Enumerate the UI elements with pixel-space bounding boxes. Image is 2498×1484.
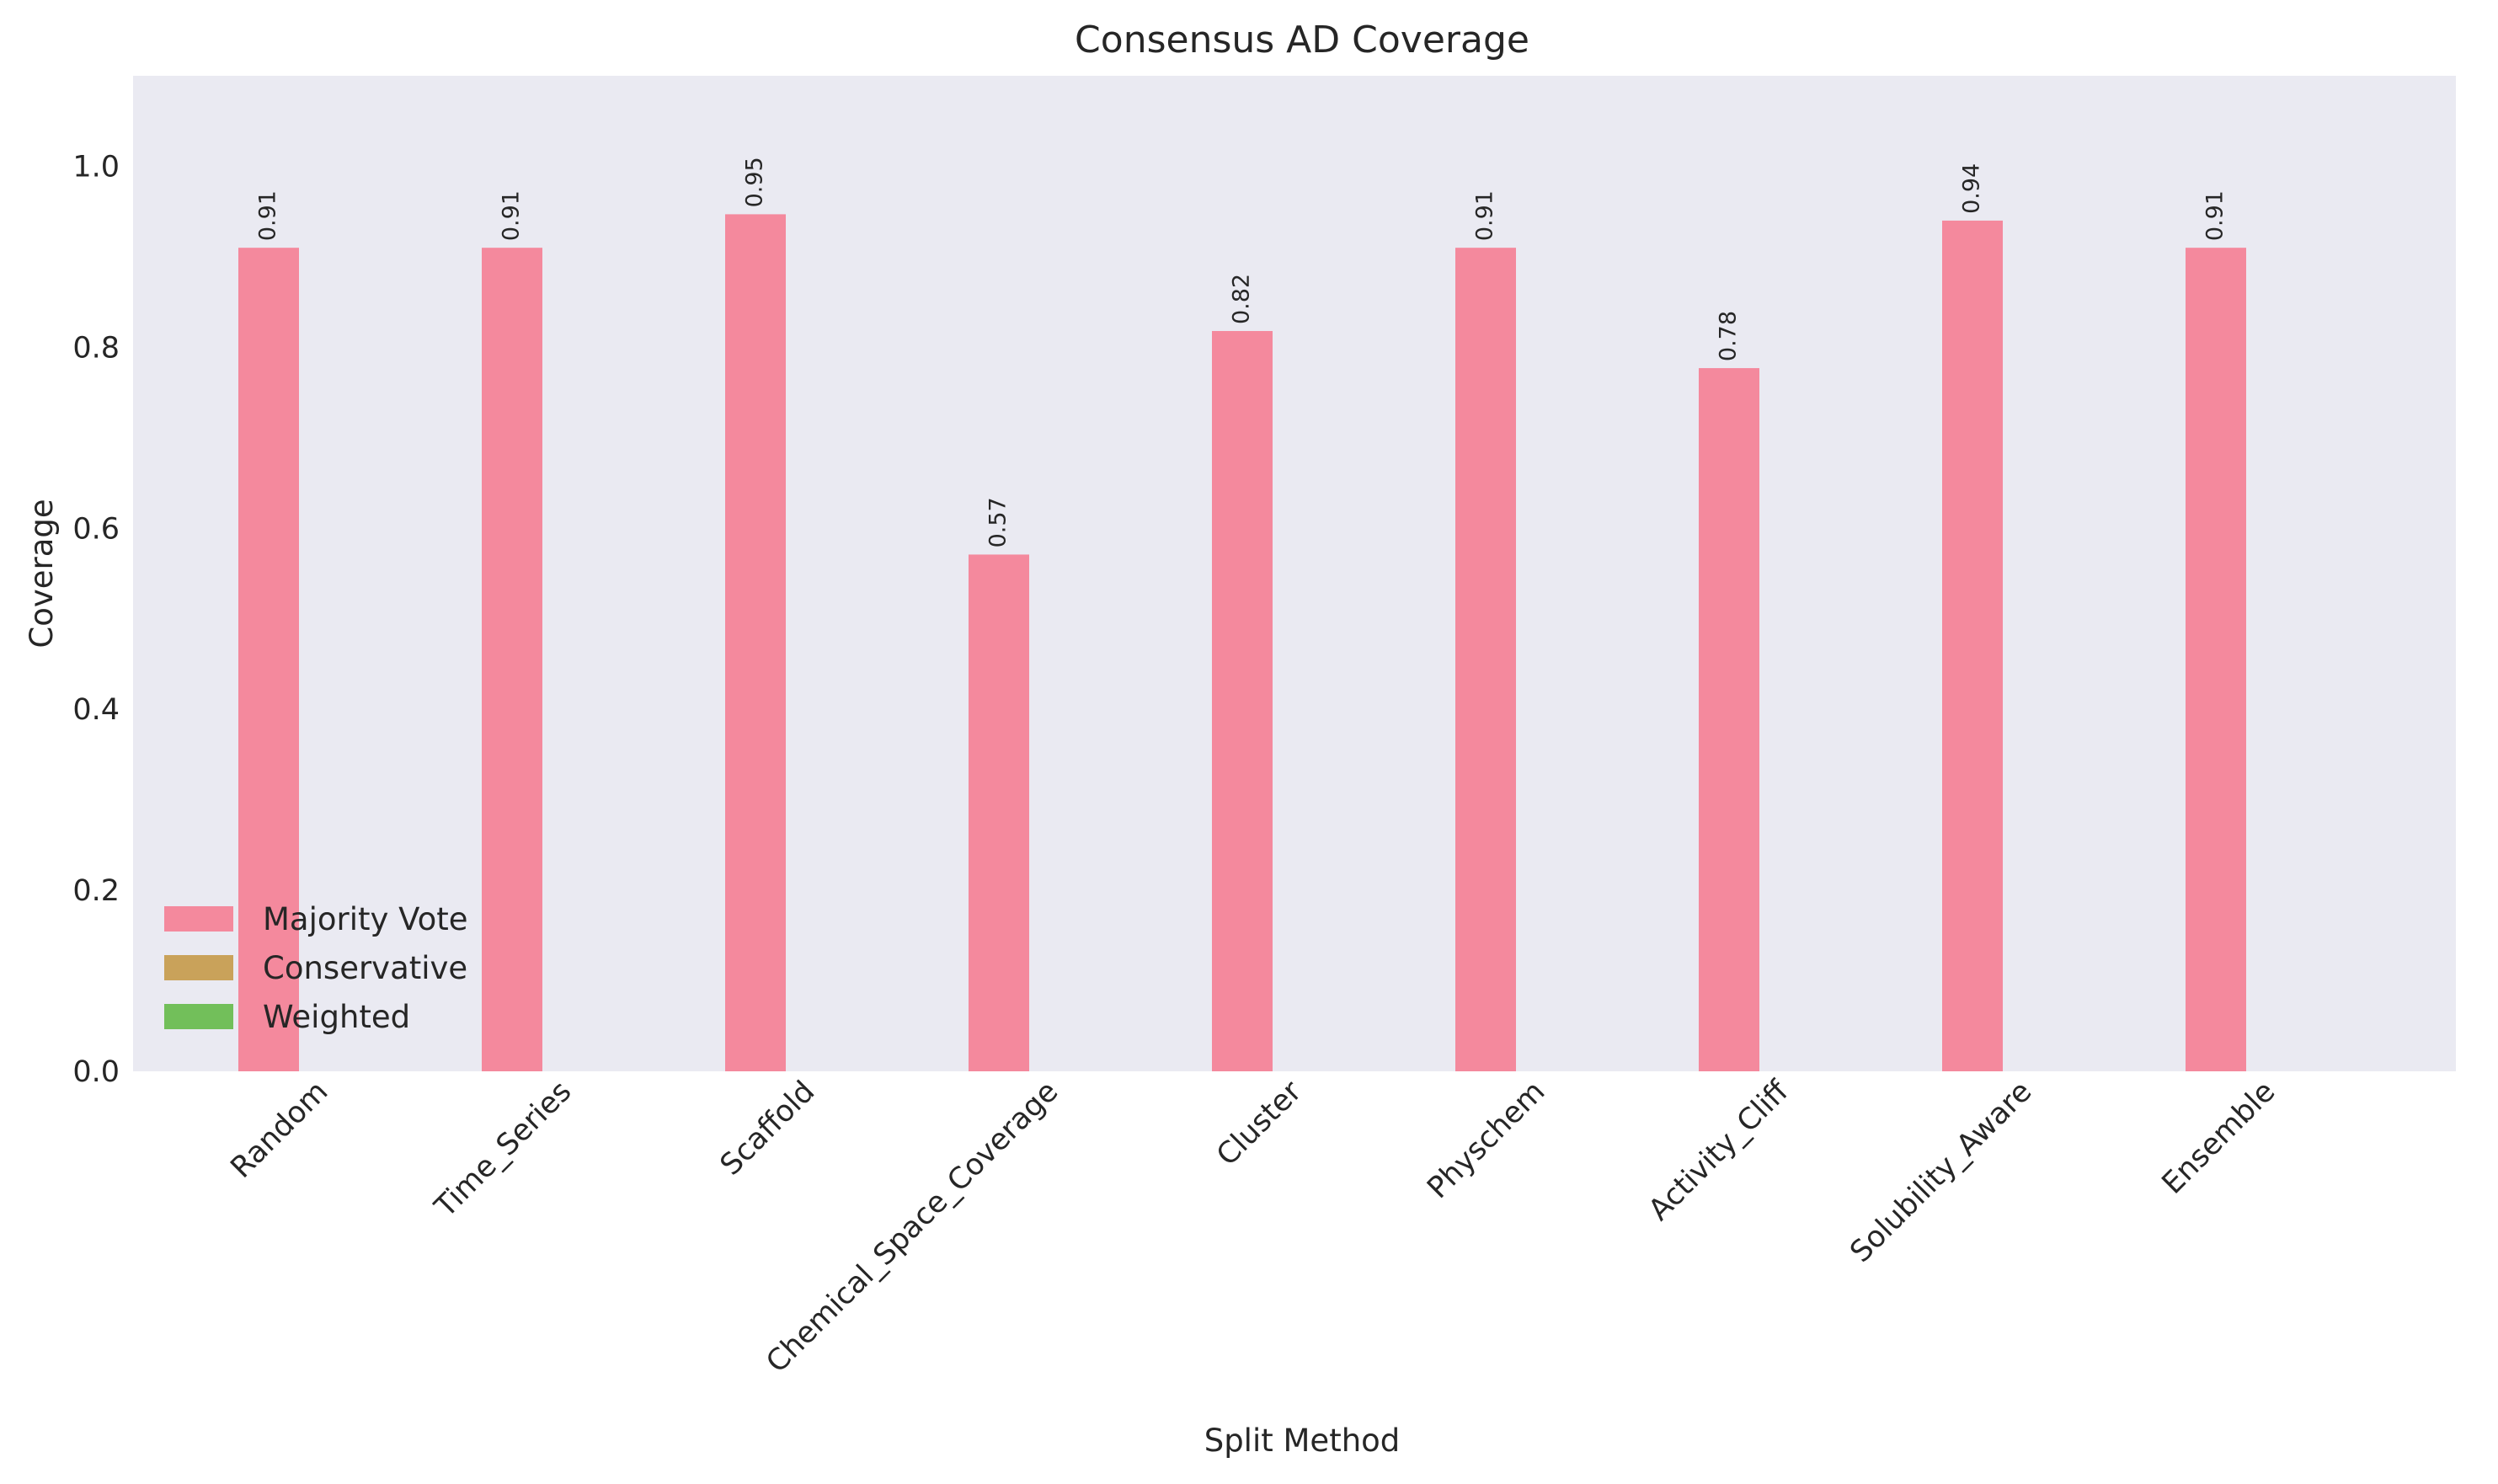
legend-label: Conservative xyxy=(263,950,467,986)
y-tick-label: 0.2 xyxy=(72,874,120,908)
bar-activity-cliff-majority-vote xyxy=(1699,368,1759,1071)
legend-label: Majority Vote xyxy=(263,901,468,937)
y-tick-label: 0.4 xyxy=(72,693,120,727)
y-axis-label: Coverage xyxy=(24,499,60,648)
plot-area xyxy=(133,76,2456,1071)
bar-random-majority-vote xyxy=(238,248,299,1071)
x-tick-label: Random xyxy=(225,1075,335,1185)
y-tick-label: 1.0 xyxy=(72,150,120,184)
bar-value-label: 0.91 xyxy=(2202,190,2228,241)
bar-value-label: 0.95 xyxy=(742,157,768,207)
bar-scaffold-majority-vote xyxy=(725,214,786,1071)
y-tick-label: 0.0 xyxy=(72,1055,120,1089)
x-tick-label: Physchem xyxy=(1421,1075,1551,1205)
legend-swatch-conservative xyxy=(164,955,233,980)
x-tick-label: Scaffold xyxy=(714,1075,822,1182)
x-tick-label: Ensemble xyxy=(2156,1075,2282,1201)
x-tick-label: Chemical_Space_Coverage xyxy=(761,1075,1065,1380)
bar-value-label: 0.91 xyxy=(255,190,281,241)
bar-value-label: 0.94 xyxy=(1959,163,1985,214)
legend: Majority Vote Conservative Weighted xyxy=(164,901,468,1035)
bar-value-label: 0.57 xyxy=(985,497,1011,547)
y-tick-label: 0.6 xyxy=(72,512,120,546)
chart-title: Consensus AD Coverage xyxy=(1075,19,1529,61)
bar-value-label: 0.82 xyxy=(1229,274,1255,324)
bar-cluster-majority-vote xyxy=(1212,331,1273,1071)
legend-swatch-weighted xyxy=(164,1004,233,1029)
bar-time-series-majority-vote xyxy=(482,248,542,1071)
legend-swatch-majority-vote xyxy=(164,906,233,932)
bar-chemical-space-coverage-majority-vote xyxy=(969,554,1029,1071)
x-tick-label: Cluster xyxy=(1210,1075,1309,1173)
bar-ensemble-majority-vote xyxy=(2186,248,2246,1071)
bar-value-label: 0.91 xyxy=(1472,190,1498,241)
bar-value-label: 0.91 xyxy=(499,190,525,241)
x-tick-label: Solubility_Aware xyxy=(1844,1075,2038,1269)
x-tick-label: Time_Series xyxy=(428,1075,578,1225)
x-axis-label: Split Method xyxy=(1204,1423,1401,1459)
y-tick-label: 0.8 xyxy=(72,331,120,365)
bar-solubility-aware-majority-vote xyxy=(1942,220,2003,1072)
x-tick-label: Activity_Cliff xyxy=(1642,1074,1796,1227)
legend-label: Weighted xyxy=(263,999,410,1035)
bar-value-label: 0.78 xyxy=(1716,311,1742,361)
bar-physchem-majority-vote xyxy=(1455,248,1516,1071)
